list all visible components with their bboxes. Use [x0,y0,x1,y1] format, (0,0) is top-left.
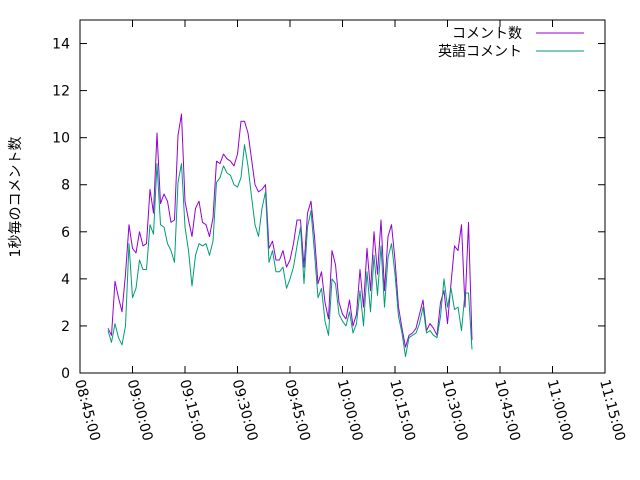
series-line-1 [107,113,473,348]
series-line-2 [107,144,473,357]
x-tick-label: 10:00:00 [334,378,366,443]
x-tick-label: 09:45:00 [281,378,313,443]
x-tick-label: 08:45:00 [71,378,103,443]
y-tick-label: 2 [61,319,70,335]
x-tick-label: 11:00:00 [544,378,576,443]
y-tick-label: 10 [52,131,70,147]
x-tick-label: 11:15:00 [596,378,628,443]
x-tick-label: 09:00:00 [124,378,156,443]
y-tick-label: 6 [61,225,70,241]
legend-label-2: 英語コメント [438,43,522,60]
axes: 0 2 4 6 8 10 12 14 08:45:00 09:00:00 09:15:00 09:30… [52,19,628,443]
y-tick-label: 4 [61,272,70,288]
x-tick-label: 09:15:00 [176,378,208,443]
y-tick-label: 8 [61,178,70,194]
y-tick-label: 14 [52,37,70,53]
y-tick-label: 12 [52,84,70,100]
x-tick-label: 10:15:00 [386,378,418,443]
plot-lines [107,113,473,357]
x-tick-label: 10:45:00 [491,378,523,443]
x-tick-label: 10:30:00 [439,378,471,443]
x-tick-label: 09:30:00 [229,378,261,443]
legend-label-1: コメント数 [452,26,522,42]
y-tick-label: 0 [61,366,70,382]
y-axis-label: 1秒毎のコメント数 [8,137,24,258]
